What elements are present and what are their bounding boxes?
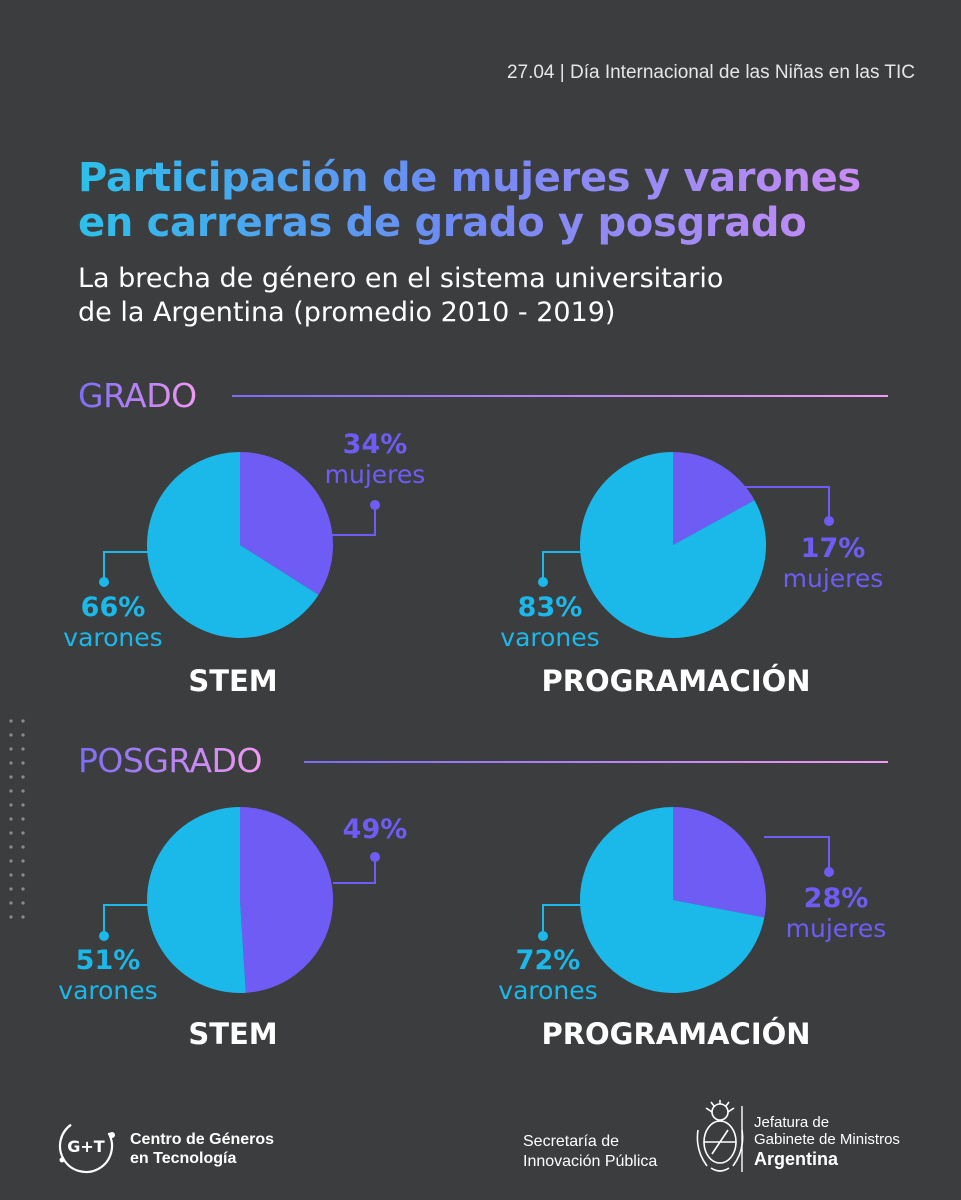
- jefatura-line-1: Jefatura de: [754, 1114, 830, 1131]
- data-label-value: 34%: [342, 429, 408, 460]
- data-label-value: 66%: [80, 592, 146, 623]
- data-label-category: varones: [58, 976, 158, 1005]
- pie-chart-grado-stem: [146, 451, 333, 638]
- data-label-category: varones: [63, 623, 163, 652]
- leader-dot-posgrado-stem-varones: [99, 931, 109, 941]
- pie-slice-grado-stem-varones: [146, 451, 319, 638]
- pie-chart-posgrado-stem: [147, 807, 334, 994]
- gt-logo-line-1: Centro de Géneros: [130, 1131, 275, 1148]
- leader-dot-grado-stem-mujeres: [370, 500, 380, 510]
- jefatura-line-2: Gabinete de Ministros: [754, 1131, 900, 1148]
- data-label-value: 28%: [803, 883, 869, 914]
- section-rule-posgrado: [304, 761, 888, 763]
- data-label-grado-prog-varones: 83% varones: [475, 592, 625, 653]
- subtitle-line-1: La brecha de género en el sistema univer…: [78, 263, 724, 294]
- leader-dot-posgrado-prog-varones: [538, 931, 548, 941]
- pie-slice-grado-programacion-mujeres: [673, 452, 755, 545]
- secretaria-label: Secretaría de Innovación Pública: [523, 1132, 657, 1172]
- leader-line-posgrado-stem-mujeres: [333, 857, 376, 884]
- chart-title-grado-programacion: PROGRAMACIÓN: [541, 664, 811, 698]
- pie-slice-grado-programacion-varones: [580, 452, 767, 638]
- data-label-category: varones: [500, 623, 600, 652]
- pie-slice-posgrado-programacion-mujeres: [673, 807, 766, 918]
- secretaria-line-2: Innovación Pública: [523, 1153, 658, 1170]
- pie-slice-posgrado-stem-varones: [147, 807, 246, 994]
- data-label-value: 83%: [517, 592, 583, 623]
- data-label-posgrado-prog-mujeres: 28% mujeres: [761, 883, 911, 944]
- gt-logo-mark: G+T: [67, 1137, 105, 1156]
- chart-title-grado-stem: STEM: [188, 664, 278, 698]
- leader-dot-grado-stem-varones: [99, 577, 109, 587]
- leader-line-posgrado-stem-varones: [103, 904, 150, 936]
- pie-slice-posgrado-stem-mujeres: [240, 807, 334, 993]
- leader-line-posgrado-prog-varones: [542, 904, 583, 936]
- jefatura-line-3: Argentina: [754, 1149, 839, 1169]
- data-label-value: 49%: [342, 814, 408, 845]
- gt-logo-line-2: en Tecnología: [130, 1150, 237, 1167]
- section-heading-grado: GRADO: [78, 376, 197, 415]
- pie-slice-posgrado-programacion-varones: [579, 807, 765, 993]
- pie-chart-posgrado-programacion: [579, 807, 766, 993]
- data-label-grado-stem-varones: 66% varones: [38, 592, 188, 653]
- chart-title-posgrado-stem: STEM: [188, 1017, 278, 1051]
- pie-chart-grado-programacion: [580, 452, 767, 638]
- leader-dot-posgrado-prog-mujeres: [824, 867, 834, 877]
- argentina-coat-of-arms-icon: [696, 1100, 744, 1172]
- data-label-posgrado-stem-mujeres: 49%: [300, 815, 450, 845]
- decorative-dot-pattern: [9, 719, 25, 919]
- section-rule-grado: [232, 395, 888, 397]
- pie-slice-grado-stem-mujeres: [240, 452, 333, 595]
- data-label-value: 51%: [75, 945, 141, 976]
- section-heading-posgrado: POSGRADO: [78, 741, 262, 780]
- leader-dot-grado-prog-varones: [538, 577, 548, 587]
- data-label-category: varones: [498, 976, 598, 1005]
- data-label-category: mujeres: [785, 914, 887, 943]
- data-label-value: 72%: [515, 945, 581, 976]
- leader-line-grado-prog-mujeres: [745, 486, 830, 521]
- leader-line-posgrado-prog-mujeres: [764, 836, 830, 872]
- leader-line-grado-stem-mujeres: [330, 505, 376, 536]
- gt-logo-icon: G+T: [58, 1118, 115, 1174]
- data-label-grado-prog-mujeres: 17% mujeres: [758, 533, 908, 594]
- page-subtitle: La brecha de género en el sistema univer…: [78, 262, 918, 330]
- jefatura-label: Jefatura de Gabinete de Ministros Argent…: [754, 1114, 900, 1170]
- leader-dot-posgrado-stem-mujeres: [370, 852, 380, 862]
- data-label-posgrado-stem-varones: 51% varones: [33, 945, 183, 1006]
- data-label-value: 17%: [800, 533, 866, 564]
- gt-logo-text: Centro de Géneros en Tecnología: [130, 1130, 274, 1168]
- data-label-posgrado-prog-varones: 72% varones: [473, 945, 623, 1006]
- data-label-grado-stem-mujeres: 34% mujeres: [300, 429, 450, 490]
- chart-title-posgrado-programacion: PROGRAMACIÓN: [541, 1017, 811, 1051]
- leader-line-grado-prog-varones: [542, 551, 583, 582]
- date-caption: 27.04 | Día Internacional de las Niñas e…: [506, 62, 915, 83]
- subtitle-line-2: de la Argentina (promedio 2010 - 2019): [78, 297, 616, 328]
- leader-line-grado-stem-varones: [103, 551, 150, 582]
- secretaria-line-1: Secretaría de: [523, 1133, 620, 1150]
- data-label-category: mujeres: [782, 564, 884, 593]
- data-label-category: mujeres: [324, 460, 426, 489]
- leader-dot-grado-prog-mujeres: [824, 516, 834, 526]
